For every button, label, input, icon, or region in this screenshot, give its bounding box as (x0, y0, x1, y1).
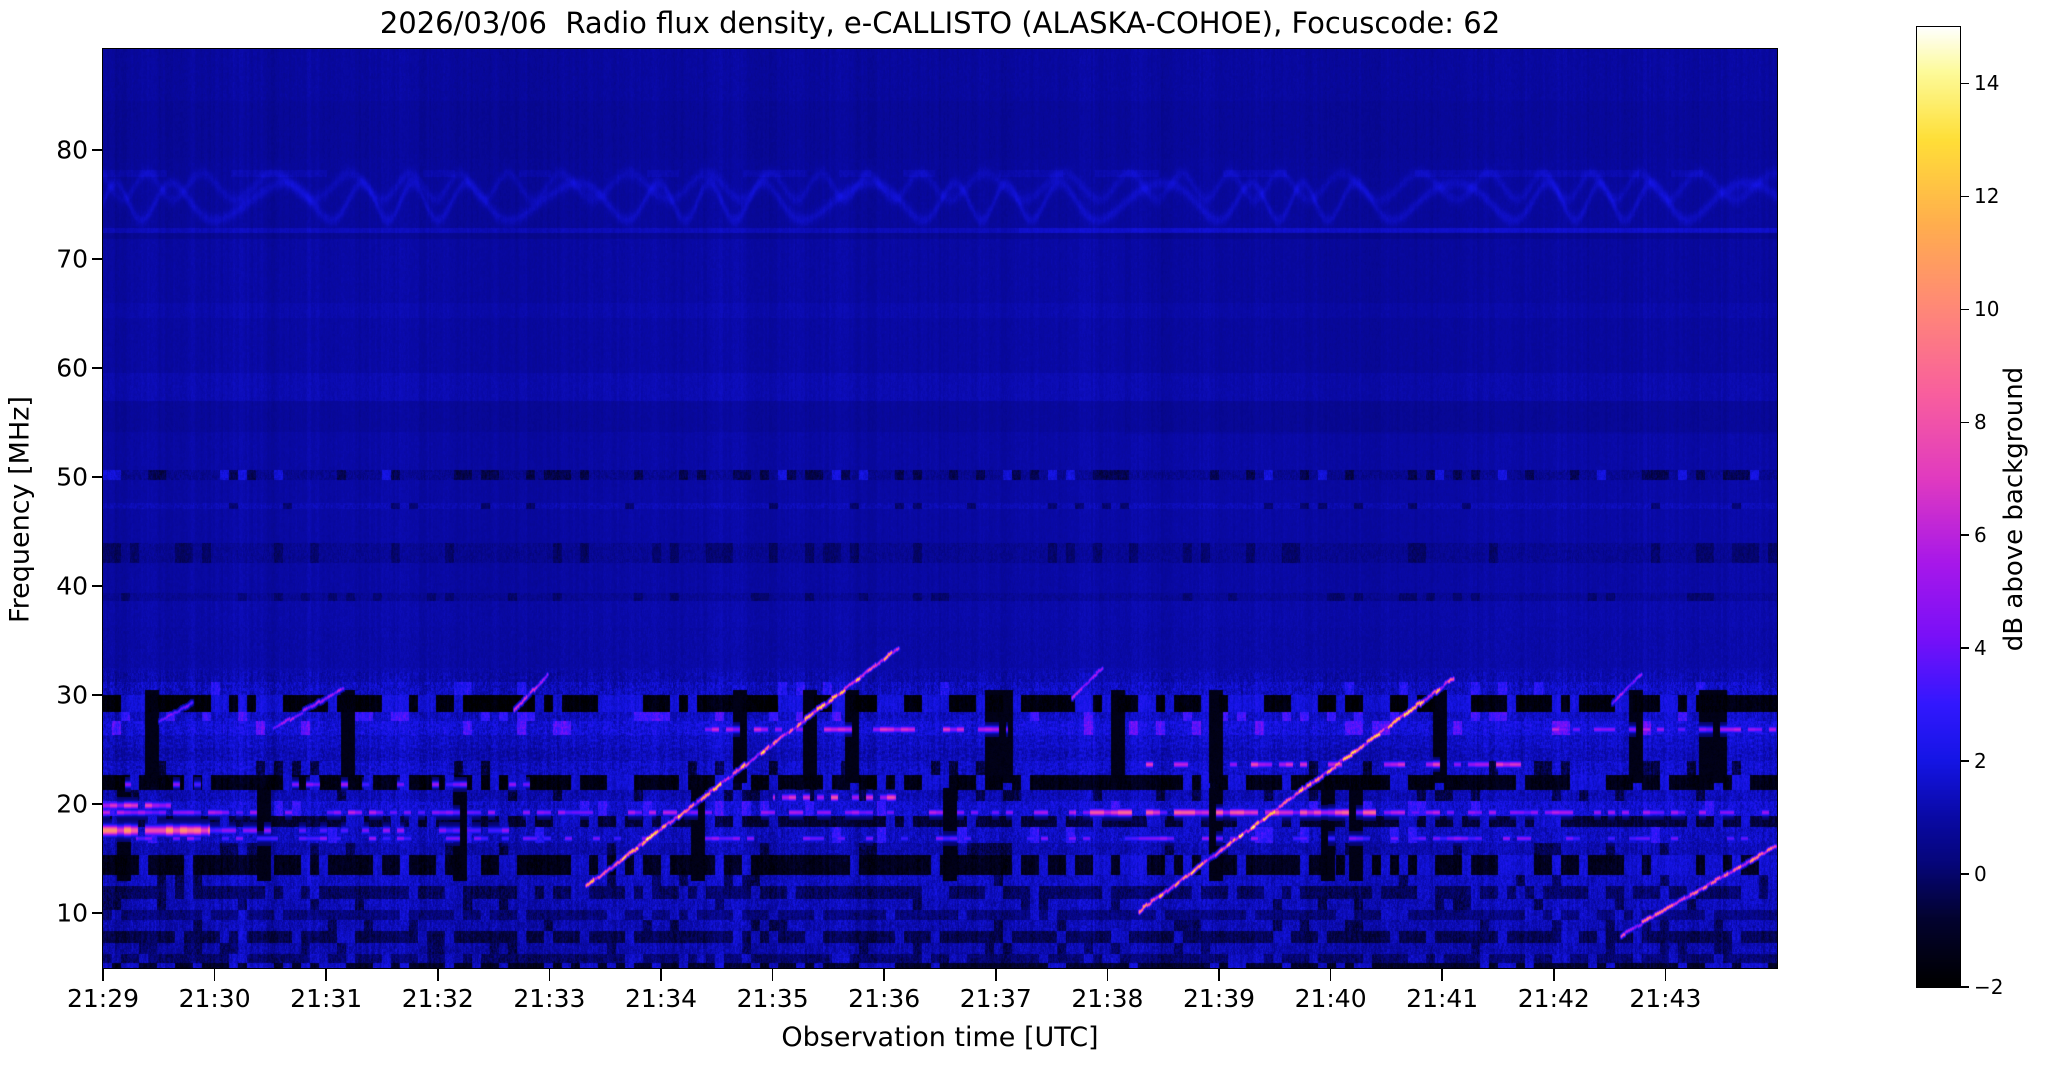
colorbar-tick-label: 4 (1974, 636, 1987, 661)
colorbar-tick-mark (1961, 534, 1969, 536)
y-tick-label: 50 (56, 462, 88, 492)
x-tick-label: 21:31 (290, 984, 363, 1013)
colorbar-tick-mark (1961, 421, 1969, 424)
y-tick-mark (92, 912, 102, 914)
x-tick-label: 21:43 (1629, 984, 1702, 1013)
y-tick-mark (92, 149, 102, 151)
x-tick-mark (1664, 969, 1667, 981)
x-tick-mark (1441, 969, 1443, 981)
page-title: 2026/03/06 Radio flux density, e-CALLIST… (379, 6, 1501, 40)
plot-frame (102, 48, 1778, 969)
y-tick-label: 60 (56, 353, 88, 383)
x-tick-label: 21:32 (401, 984, 474, 1013)
x-tick-label: 21:30 (178, 984, 251, 1013)
y-tick-mark (92, 694, 102, 696)
x-tick-label: 21:37 (959, 984, 1032, 1013)
colorbar-tick-label: 6 (1974, 523, 1987, 548)
colorbar-tick-mark (1961, 873, 1969, 875)
colorbar-tick-mark (1961, 195, 1969, 198)
colorbar-tick-label: 14 (1974, 71, 2000, 96)
colorbar-label: dB above background (1999, 366, 2029, 652)
colorbar-tick-label: 10 (1974, 297, 2000, 322)
x-tick-label: 21:39 (1182, 984, 1256, 1013)
spectrogram-canvas (103, 49, 1777, 968)
y-tick-mark (92, 585, 102, 587)
y-tick-label: 80 (56, 135, 88, 165)
y-tick-mark (92, 803, 102, 805)
y-tick-label: 30 (56, 680, 88, 710)
x-tick-mark (1218, 969, 1220, 981)
x-tick-label: 21:29 (66, 984, 140, 1013)
x-tick-label: 21:41 (1406, 984, 1479, 1013)
x-tick-label: 21:33 (513, 984, 586, 1013)
x-tick-label: 21:38 (1071, 984, 1144, 1013)
y-tick-mark (92, 258, 102, 260)
x-tick-mark (102, 969, 104, 981)
colorbar-tick-label: 2 (1974, 749, 1987, 774)
colorbar-tick-label: 8 (1974, 410, 1987, 435)
colorbar-tick-label: 12 (1974, 184, 2000, 209)
colorbar-tick-mark (1961, 760, 1969, 762)
colorbar-tick-mark (1961, 308, 1969, 311)
x-tick-mark (213, 969, 216, 981)
x-tick-label: 21:35 (736, 984, 809, 1013)
x-tick-mark (548, 969, 551, 981)
x-tick-mark (437, 969, 439, 981)
y-tick-mark (92, 476, 102, 478)
x-tick-mark (1329, 969, 1332, 981)
x-tick-label: 21:34 (624, 984, 698, 1013)
x-tick-mark (1106, 969, 1109, 981)
x-tick-mark (883, 969, 885, 981)
colorbar-tick-label: −2 (1974, 975, 2004, 999)
y-tick-label: 10 (56, 898, 88, 928)
x-tick-mark (771, 969, 774, 981)
y-tick-label: 20 (56, 789, 88, 819)
x-tick-mark (1553, 969, 1555, 981)
y-tick-label: 40 (56, 571, 88, 601)
colorbar-canvas (1917, 27, 1960, 987)
x-tick-mark (995, 969, 997, 981)
colorbar-tick-mark (1961, 82, 1969, 85)
colorbar-tick-mark (1961, 986, 1969, 988)
y-tick-mark (92, 367, 102, 369)
x-tick-label: 21:40 (1294, 984, 1367, 1013)
x-tick-mark (325, 969, 327, 981)
colorbar-tick-mark (1961, 647, 1969, 649)
colorbar (1916, 26, 1961, 988)
x-axis-label: Observation time [UTC] (781, 1022, 1099, 1053)
x-tick-label: 21:42 (1517, 984, 1590, 1013)
x-tick-label: 21:36 (848, 984, 921, 1013)
x-tick-mark (660, 969, 662, 981)
y-tick-label: 70 (56, 244, 88, 274)
colorbar-tick-label: 0 (1974, 862, 1987, 887)
